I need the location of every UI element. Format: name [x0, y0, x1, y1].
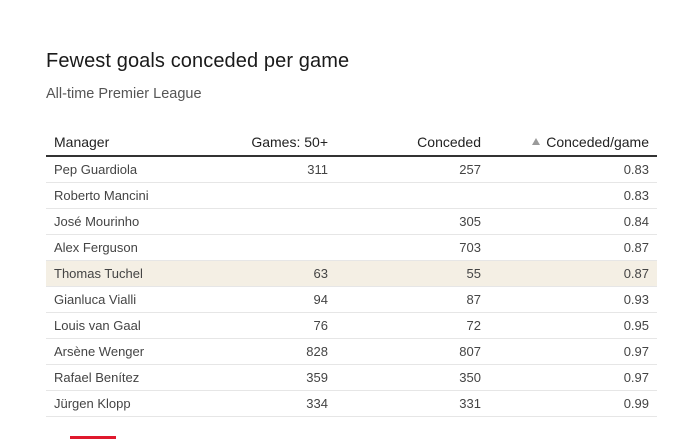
- table-row: Pep Guardiola 311 257 0.83: [46, 156, 657, 183]
- column-header-label: Manager: [54, 133, 110, 150]
- cell-rate: 0.83: [489, 182, 657, 209]
- cell-games: 334: [236, 390, 336, 417]
- cell-conceded: 807: [336, 338, 489, 365]
- cell-conceded: 331: [336, 390, 489, 417]
- cell-manager: Louis van Gaal: [46, 312, 236, 339]
- cell-manager: Pep Guardiola: [46, 156, 236, 183]
- cell-manager: Roberto Mancini: [46, 182, 236, 209]
- cell-conceded: 305: [336, 208, 489, 235]
- cell-manager: José Mourinho: [46, 208, 236, 235]
- managers-table: Manager Games: 50+ Conceded Conceded/gam…: [46, 128, 657, 417]
- cell-conceded: 703: [336, 234, 489, 261]
- cell-manager: Thomas Tuchel: [46, 260, 236, 287]
- cell-rate: 0.93: [489, 286, 657, 313]
- cell-conceded: 350: [336, 364, 489, 391]
- table-row: Jürgen Klopp 334 331 0.99: [46, 390, 657, 417]
- table-header-row: Manager Games: 50+ Conceded Conceded/gam…: [46, 128, 657, 157]
- cell-manager: Arsène Wenger: [46, 338, 236, 365]
- cell-conceded: 72: [336, 312, 489, 339]
- column-header-label: Games: 50+: [251, 133, 328, 150]
- cell-games: 359: [236, 364, 336, 391]
- cell-rate: 0.95: [489, 312, 657, 339]
- cell-games: [236, 234, 336, 261]
- cell-games: 76: [236, 312, 336, 339]
- cell-conceded: 87: [336, 286, 489, 313]
- table-row: Roberto Mancini 0.83: [46, 182, 657, 209]
- column-header-label: Conceded: [417, 133, 481, 150]
- column-header-games[interactable]: Games: 50+: [236, 128, 336, 157]
- cell-rate: 0.97: [489, 364, 657, 391]
- sort-asc-icon: [532, 137, 541, 145]
- cell-rate: 0.87: [489, 234, 657, 261]
- cell-games: 94: [236, 286, 336, 313]
- column-header-rate[interactable]: Conceded/game: [489, 128, 657, 157]
- cell-rate: 0.84: [489, 208, 657, 235]
- cell-games: [236, 182, 336, 209]
- cell-games: [236, 208, 336, 235]
- cell-rate: 0.97: [489, 338, 657, 365]
- cell-manager: Alex Ferguson: [46, 234, 236, 261]
- table-row: Louis van Gaal 76 72 0.95: [46, 312, 657, 339]
- footer-accent-bar: [70, 436, 116, 439]
- cell-games: 828: [236, 338, 336, 365]
- table-row: Rafael Benítez 359 350 0.97: [46, 364, 657, 391]
- cell-games: 311: [236, 156, 336, 183]
- cell-conceded: [336, 182, 489, 209]
- column-header-label: Conceded/game: [546, 133, 649, 150]
- cell-manager: Rafael Benítez: [46, 364, 236, 391]
- table-row: Alex Ferguson 703 0.87: [46, 234, 657, 261]
- cell-conceded: 257: [336, 156, 489, 183]
- table-row: José Mourinho 305 0.84: [46, 208, 657, 235]
- table-row-highlighted: Thomas Tuchel 63 55 0.87: [46, 260, 657, 287]
- cell-games: 63: [236, 260, 336, 287]
- cell-manager: Jürgen Klopp: [46, 390, 236, 417]
- cell-conceded: 55: [336, 260, 489, 287]
- column-header-conceded[interactable]: Conceded: [336, 128, 489, 157]
- table-row: Gianluca Vialli 94 87 0.93: [46, 286, 657, 313]
- cell-rate: 0.87: [489, 260, 657, 287]
- cell-manager: Gianluca Vialli: [46, 286, 236, 313]
- cell-rate: 0.83: [489, 156, 657, 183]
- page-subtitle: All-time Premier League: [46, 86, 202, 102]
- column-header-manager[interactable]: Manager: [46, 128, 236, 157]
- page-title: Fewest goals conceded per game: [46, 50, 350, 72]
- cell-rate: 0.99: [489, 390, 657, 417]
- table-row: Arsène Wenger 828 807 0.97: [46, 338, 657, 365]
